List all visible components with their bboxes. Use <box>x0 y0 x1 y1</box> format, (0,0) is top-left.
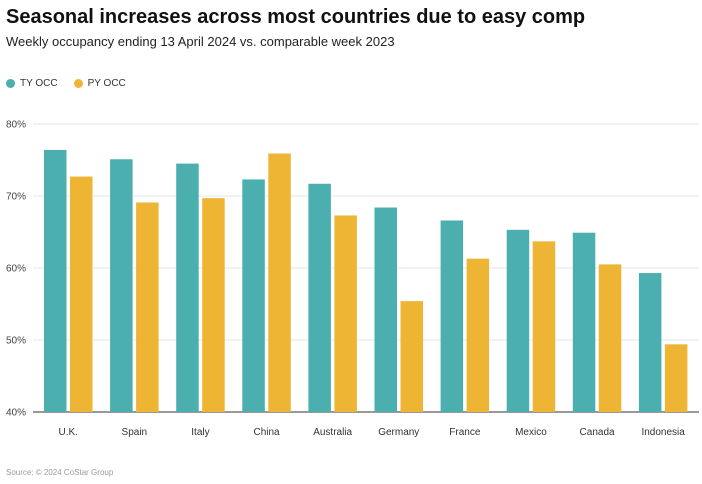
legend-item-py-occ: PY OCC <box>73 78 126 89</box>
bar-ty-occ <box>374 207 397 412</box>
x-tick-label: China <box>253 427 280 438</box>
bar-ty-occ <box>110 159 133 412</box>
bar-py-occ <box>268 153 291 412</box>
bar-py-occ <box>532 241 556 412</box>
y-tick-label: 70% <box>6 192 26 203</box>
bar-ty-occ <box>44 149 67 413</box>
bar-ty-occ <box>638 273 662 412</box>
bar-py-occ <box>334 215 357 412</box>
x-tick-label: U.K. <box>59 427 78 438</box>
legend-label-py-occ: PY OCC <box>87 78 126 89</box>
x-tick-label: Germany <box>378 427 419 438</box>
bar-py-occ <box>202 198 225 412</box>
bar-ty-occ <box>308 183 331 412</box>
x-tick-label: Australia <box>313 427 352 438</box>
y-tick-label: 40% <box>6 408 26 419</box>
y-tick-label: 80% <box>6 120 26 131</box>
bar-py-occ <box>70 176 93 412</box>
bar-py-occ <box>400 301 423 412</box>
chart-subtitle: Weekly occupancy ending 13 April 2024 vs… <box>6 34 395 49</box>
bar-py-occ <box>598 264 622 412</box>
chart-title: Seasonal increases across most countries… <box>6 6 586 28</box>
legend: TY OCC PY OCC <box>6 78 126 89</box>
y-tick-label: 60% <box>6 264 26 275</box>
bar-py-occ <box>466 258 490 412</box>
bar-ty-occ <box>176 163 199 412</box>
source-note: Source: © 2024 CoStar Group <box>6 468 114 477</box>
bar-ty-occ <box>440 220 464 412</box>
bar-ty-occ <box>242 179 265 412</box>
bar-ty-occ <box>506 229 530 412</box>
x-tick-label: Mexico <box>515 427 547 438</box>
y-tick-label: 50% <box>6 336 26 347</box>
x-tick-label: Indonesia <box>641 427 685 438</box>
legend-swatch-py-occ <box>73 79 83 88</box>
x-tick-label: Italy <box>191 427 209 438</box>
x-tick-label: France <box>449 427 481 438</box>
x-tick-label: Canada <box>580 427 615 438</box>
legend-label-ty-occ: TY OCC <box>20 78 58 89</box>
bar-py-occ <box>664 344 688 412</box>
legend-item-ty-occ: TY OCC <box>6 78 58 89</box>
bar-ty-occ <box>572 232 596 412</box>
bar-py-occ <box>136 202 159 412</box>
legend-swatch-ty-occ <box>6 79 15 88</box>
x-tick-label: Spain <box>122 427 148 438</box>
